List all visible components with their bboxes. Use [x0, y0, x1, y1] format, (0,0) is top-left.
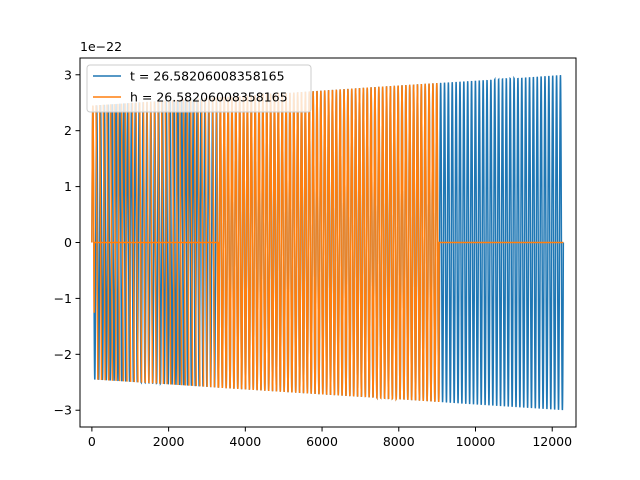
series-layer	[91, 75, 565, 411]
legend-label: t = 26.58206008358165	[130, 69, 285, 84]
x-tick-label: 8000	[383, 434, 415, 449]
series-pulses-2	[95, 97, 219, 388]
x-tick-label: 12000	[532, 434, 572, 449]
y-tick-label: 1	[64, 179, 72, 194]
y-axis: 3 2 1 0 −1 −2 −3	[54, 67, 80, 418]
y-tick-label: 2	[64, 123, 72, 138]
y-tick-label: 0	[64, 235, 72, 250]
legend-label: h = 26.58206008358165	[130, 90, 288, 105]
x-tick-label: 0	[88, 434, 96, 449]
legend-box	[86, 64, 312, 113]
y-tick-label: 3	[64, 67, 72, 82]
x-axis: 0 2000 4000 6000 8000 10000 12000	[88, 427, 572, 449]
x-tick-label: 2000	[153, 434, 185, 449]
legend: t = 26.58206008358165 h = 26.582060083581…	[86, 64, 312, 113]
y-tick-label: −1	[54, 291, 72, 306]
y-offset-label: 1e−22	[80, 39, 122, 54]
x-tick-label: 6000	[306, 434, 338, 449]
y-tick-label: −2	[54, 347, 72, 362]
y-tick-label: −3	[54, 403, 72, 418]
x-tick-label: 4000	[229, 434, 261, 449]
x-tick-label: 10000	[456, 434, 496, 449]
